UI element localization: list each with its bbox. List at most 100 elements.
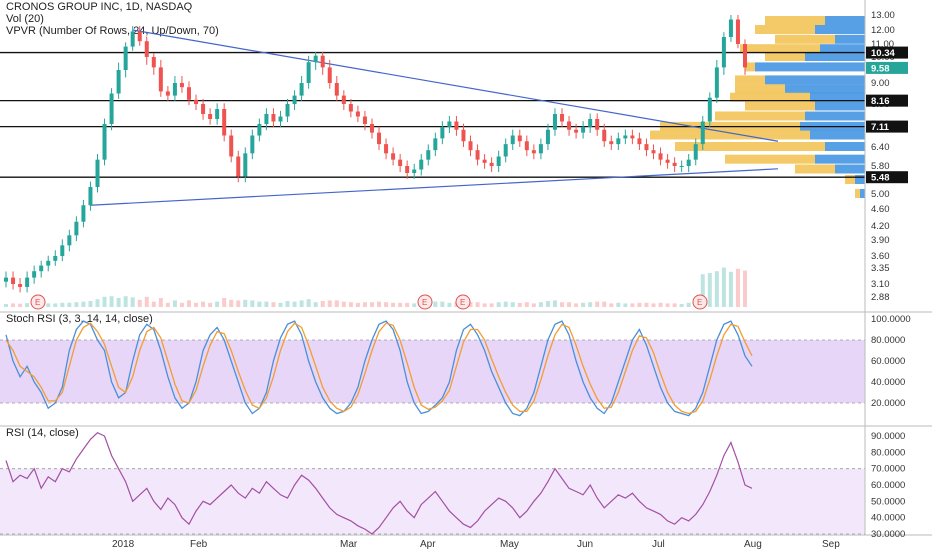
volume-profile-down-bar	[730, 92, 810, 102]
candle-body	[67, 235, 72, 246]
volume-bar	[313, 302, 318, 307]
level-label-box	[866, 46, 908, 59]
volume-profile-up-bar	[835, 164, 865, 174]
price-tick-label: 3.35	[871, 263, 890, 274]
volume-bar	[538, 302, 543, 307]
volume-bar	[67, 302, 72, 307]
candle-body	[348, 104, 353, 112]
volume-bar	[264, 301, 269, 307]
volume-profile-down-bar	[725, 154, 815, 164]
volume-bar	[531, 303, 536, 307]
volume-bar	[503, 301, 508, 307]
last-price-label: 9.58	[871, 63, 890, 74]
x-tick-label: Apr	[420, 539, 436, 550]
volume-bar	[602, 301, 607, 307]
volume-bar	[95, 299, 100, 307]
earnings-marker	[417, 294, 433, 310]
volume-bar	[341, 301, 346, 307]
vol-indicator-label: Vol (20)	[6, 13, 44, 25]
candle-body	[377, 132, 382, 145]
rsi-tick-label: 60.0000	[871, 480, 905, 491]
price-tick-label: 5.80	[871, 161, 890, 172]
volume-bar	[46, 303, 51, 307]
stoch-tick-label: 40.0000	[871, 377, 905, 388]
earnings-marker-label: E	[35, 298, 40, 307]
candle-body	[503, 144, 508, 157]
volume-bar	[208, 302, 213, 307]
candle-body	[496, 156, 501, 166]
upper-trendline	[132, 29, 779, 142]
volume-profile-down-bar	[855, 189, 860, 198]
level-label-box	[866, 94, 908, 107]
volume-profile-up-bar	[815, 101, 865, 111]
volume-bar	[257, 301, 262, 307]
candle-body	[11, 277, 16, 284]
candle-body	[609, 141, 614, 145]
candle-body	[250, 135, 255, 154]
candle-body	[130, 31, 135, 47]
volume-profile-up-bar	[855, 175, 865, 184]
volume-profile-up-bar	[765, 75, 865, 85]
volume-bar	[552, 300, 557, 307]
x-tick-label: May	[500, 539, 519, 550]
price-tick-label: 3.60	[871, 251, 890, 262]
candle-body	[588, 119, 593, 127]
candle-body	[362, 116, 367, 124]
volume-bar	[574, 303, 579, 307]
price-tick-label: 2.88	[871, 292, 890, 303]
candle-body	[651, 150, 656, 154]
candle-body	[461, 129, 466, 142]
volume-profile-up-bar	[815, 154, 865, 164]
rsi-tick-label: 90.0000	[871, 431, 905, 442]
volume-bar	[468, 302, 473, 307]
volume-bar	[743, 270, 747, 307]
volume-bar	[60, 302, 65, 307]
rsi-pane[interactable]	[0, 431, 865, 535]
rsi-tick-label: 80.0000	[871, 447, 905, 458]
volume-bar	[609, 303, 614, 307]
volume-profile-up-bar	[835, 34, 865, 44]
volume-bar	[545, 301, 550, 307]
volume-bar	[250, 300, 255, 307]
candle-body	[201, 104, 206, 114]
volume-profile-up-bar	[820, 44, 865, 54]
candle-body	[236, 156, 241, 177]
x-tick-label: Mar	[340, 539, 358, 550]
volume-profile-down-bar	[735, 84, 785, 94]
candle-body	[151, 57, 156, 68]
volume-bar	[398, 302, 403, 307]
volume-bar	[412, 303, 417, 307]
candle-body	[426, 150, 431, 160]
volume-profile-up-bar	[860, 189, 865, 198]
candle-body	[208, 114, 213, 119]
rsi-band	[0, 468, 865, 534]
volume-bar	[735, 268, 740, 307]
earnings-marker	[30, 294, 46, 310]
candle-body	[531, 150, 536, 154]
volume-bar	[707, 273, 712, 307]
stoch-rsi-pane[interactable]	[0, 320, 865, 417]
volume-bar	[102, 296, 107, 307]
candle-body	[398, 159, 403, 166]
candle-body	[700, 121, 705, 145]
candle-body	[735, 19, 740, 44]
volume-bar	[109, 296, 114, 307]
rsi-tick-label: 70.0000	[871, 464, 905, 475]
volume-bar	[595, 301, 600, 307]
candle-body	[243, 153, 248, 177]
volume-bar	[334, 300, 339, 307]
volume-bar	[25, 303, 30, 307]
earnings-marker-label: E	[460, 298, 465, 307]
candle-body	[186, 87, 191, 100]
price-tick-label: 9.00	[871, 78, 890, 89]
candle-body	[306, 62, 311, 83]
candle-body	[327, 67, 332, 83]
candle-body	[405, 166, 410, 173]
candle-body	[524, 141, 529, 151]
volume-profile-down-bar	[745, 62, 755, 72]
stoch-rsi-label: Stoch RSI (3, 3, 14, 14, close)	[6, 313, 153, 325]
volume-bar	[130, 297, 135, 307]
